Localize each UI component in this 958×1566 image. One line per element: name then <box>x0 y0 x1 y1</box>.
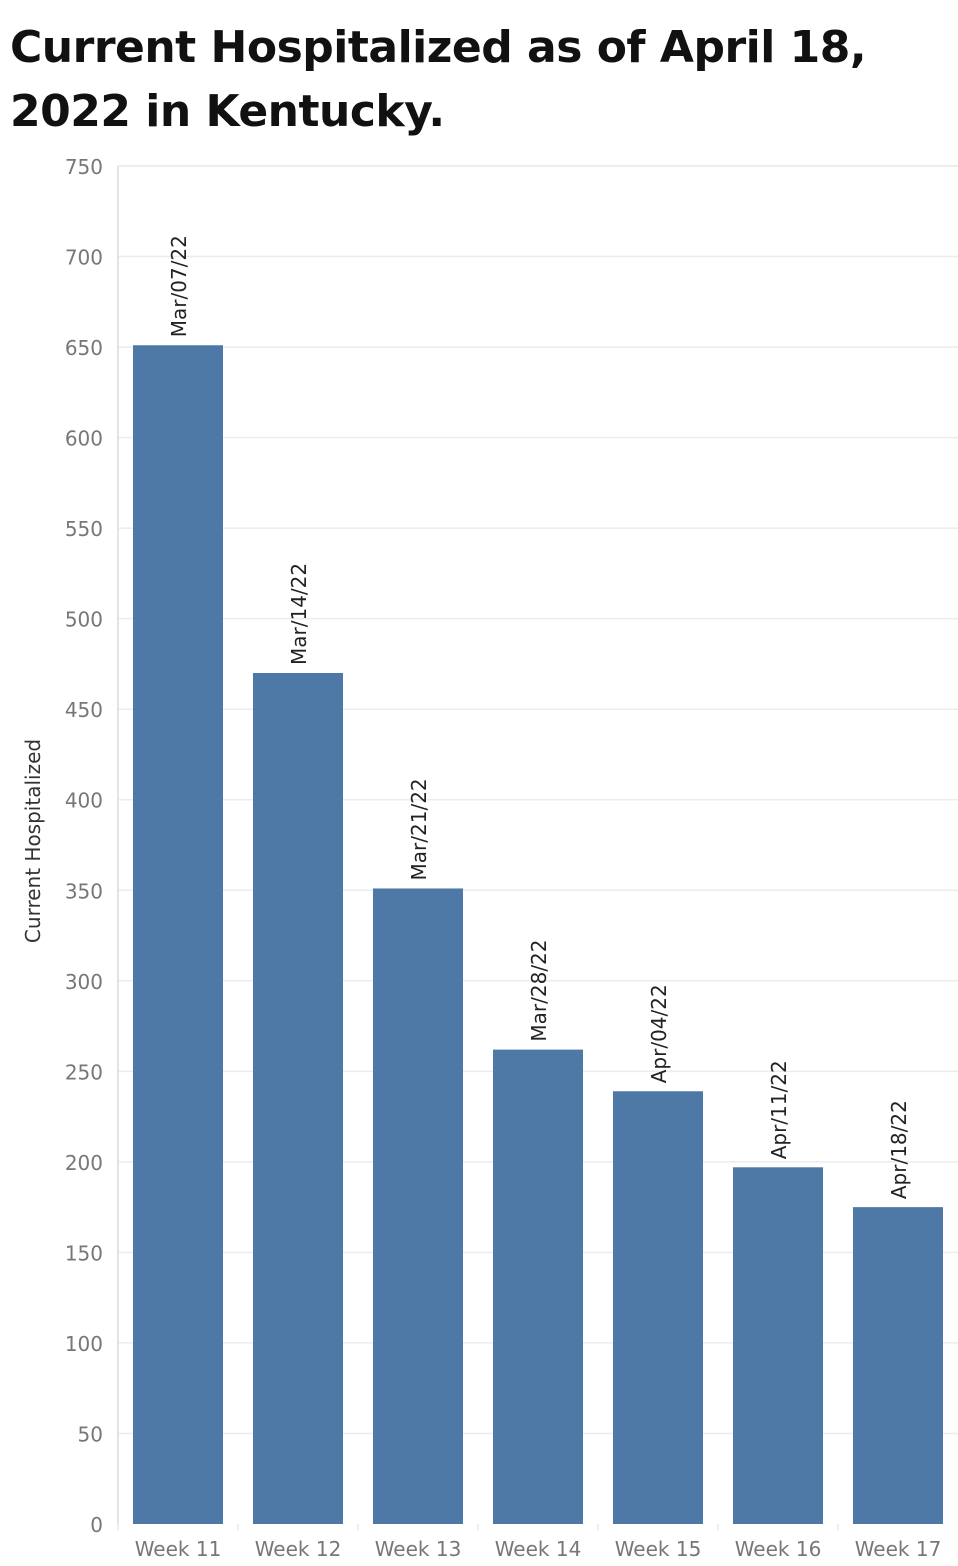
bar-week-14 <box>493 1049 583 1524</box>
y-tick-label: 200 <box>65 1151 103 1175</box>
y-tick-label: 400 <box>65 789 103 813</box>
y-axis-ticks: 0 50 100 150 200 250 300 350 400 450 500 550 600 650 7… <box>65 155 103 1537</box>
data-label: Mar/07/22 <box>167 235 191 337</box>
bar-week-11 <box>133 345 223 1525</box>
y-tick-label: 450 <box>65 698 103 722</box>
y-tick-label: 650 <box>65 336 103 360</box>
bars <box>133 345 943 1525</box>
bar-week-12 <box>253 672 343 1524</box>
y-tick-label: 700 <box>65 246 103 270</box>
y-tick-label: 550 <box>65 517 103 541</box>
bar-week-15 <box>613 1091 703 1524</box>
x-tick-label: Week 17 <box>855 1537 942 1561</box>
data-label: Mar/21/22 <box>407 778 431 880</box>
data-label: Mar/28/22 <box>527 939 551 1041</box>
x-tick-label: Week 16 <box>735 1537 822 1561</box>
x-tick-label: Week 15 <box>615 1537 702 1561</box>
y-tick-label: 100 <box>65 1332 103 1356</box>
x-tick-label: Week 11 <box>135 1537 222 1561</box>
bar-week-16 <box>733 1167 823 1524</box>
y-tick-label: 350 <box>65 879 103 903</box>
y-tick-label: 500 <box>65 608 103 632</box>
y-tick-label: 300 <box>65 970 103 994</box>
data-label: Apr/04/22 <box>647 984 671 1083</box>
y-tick-label: 250 <box>65 1060 103 1084</box>
y-tick-label: 0 <box>90 1513 103 1537</box>
bar-week-13 <box>373 888 463 1524</box>
chart-title: Current Hospitalized as of April 18, 202… <box>10 22 867 137</box>
data-labels: Mar/07/22 Mar/14/22 Mar/21/22 Mar/28/22 Apr/… <box>167 235 911 1199</box>
data-label: Mar/14/22 <box>287 563 311 665</box>
data-label: Apr/18/22 <box>887 1100 911 1199</box>
x-axis-ticks: Week 11 Week 12 Week 13 Week 14 Week 15 Week … <box>117 1524 942 1561</box>
bar-week-17 <box>853 1207 943 1524</box>
x-tick-label: Week 13 <box>375 1537 462 1561</box>
x-tick-label: Week 14 <box>495 1537 582 1561</box>
x-tick-label: Week 12 <box>255 1537 342 1561</box>
y-tick-label: 150 <box>65 1241 103 1265</box>
data-label: Apr/11/22 <box>767 1060 791 1159</box>
y-tick-label: 50 <box>78 1422 103 1446</box>
y-tick-label: 750 <box>65 155 103 179</box>
y-tick-label: 600 <box>65 427 103 451</box>
y-axis-label: Current Hospitalized <box>21 739 45 943</box>
